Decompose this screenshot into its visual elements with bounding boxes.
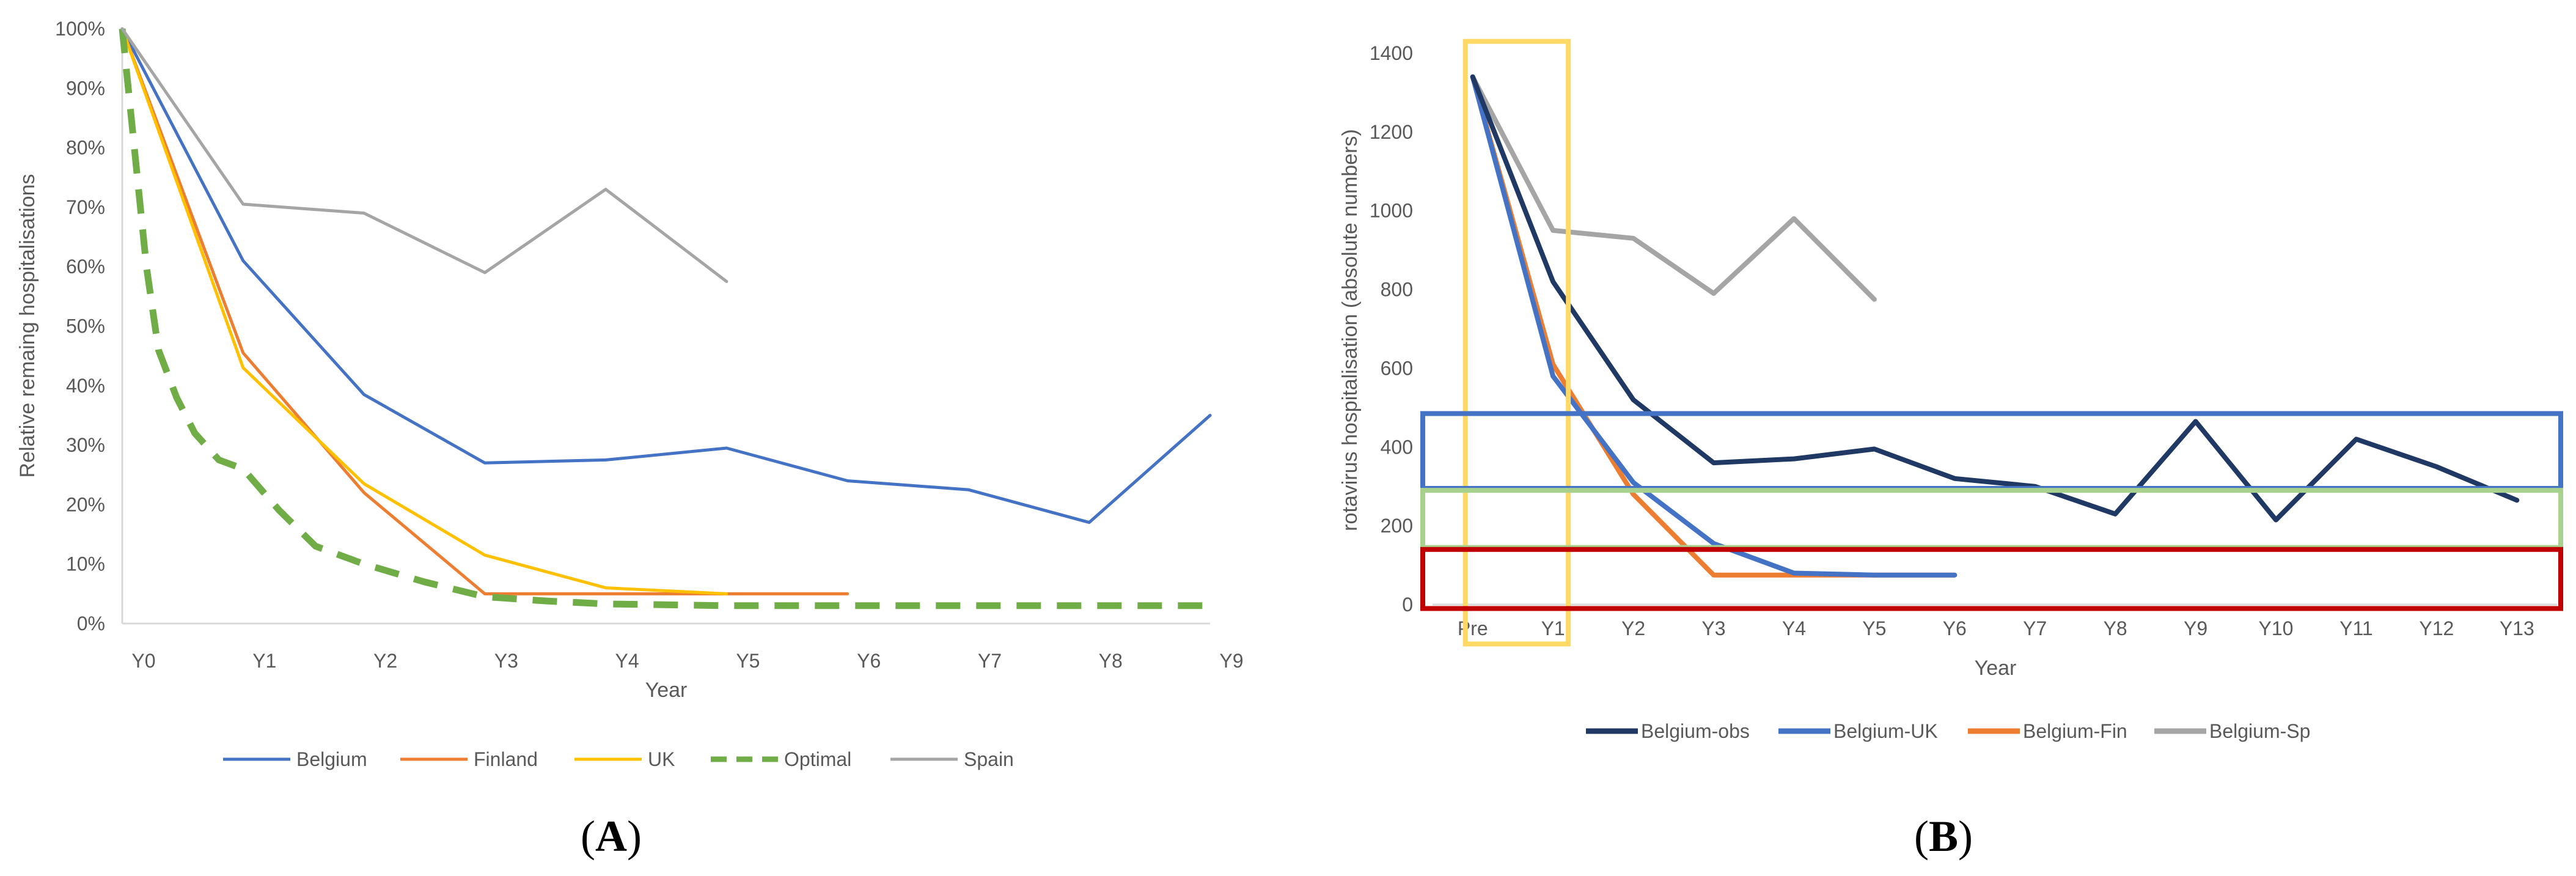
- chart-b-legend: Belgium-obs Belgium-UK Belgium-Fin Belgium-…: [1586, 720, 2310, 742]
- chart-b-y-tick-label: 1400: [1370, 42, 1413, 64]
- chart-a-x-tick-label: Y9: [1219, 650, 1243, 672]
- chart-a-x-tick-label: Y5: [736, 650, 760, 672]
- chart-a-series-line-finland: [120, 27, 849, 595]
- chart-a-series-line-belgium: [120, 27, 1212, 524]
- chart-a-x-tick-label: Y0: [131, 650, 155, 672]
- chart-b-legend-label-belgium-fin: Belgium-Fin: [2023, 720, 2127, 742]
- chart-b-series-line-belgium-fin: [1470, 74, 1958, 578]
- chart-b-legend-label-belgium-obs: Belgium-obs: [1641, 720, 1750, 742]
- chart-b-series-line-belgium-uk: [1470, 74, 1958, 578]
- chart-a-x-tick-label: Y1: [252, 650, 276, 672]
- chart-a-legend-label-optimal: Optimal: [784, 748, 851, 770]
- chart-a-y-tick-label: 30%: [66, 434, 105, 456]
- chart-b-y-tick-label: 800: [1381, 279, 1413, 301]
- chart-b-y-axis-title: rotavirus hospitalisation (absolute numb…: [1338, 129, 1362, 531]
- chart-b-x-tick-label: Y2: [1621, 617, 1645, 639]
- chart-a-legend-label-finland: Finland: [474, 748, 538, 770]
- chart-b-x-tick-label: Y5: [1862, 617, 1886, 639]
- chart-b-x-tick-label: Y6: [1943, 617, 1967, 639]
- chart-a-x-tick-label: Y3: [494, 650, 518, 672]
- chart-a-y-tick-label: 70%: [66, 196, 105, 218]
- chart-a: 0% 10% 20% 30% 40% 50% 60% 70% 80% 90% 100% Y0 Y1 Y2 Y…: [16, 18, 1244, 861]
- chart-a-series-line-optimal: [119, 28, 1210, 609]
- chart-a-x-tick-label: Y7: [978, 650, 1002, 672]
- chart-a-series: [119, 27, 1212, 609]
- chart-b-legend-label-belgium-sp: Belgium-Sp: [2209, 720, 2310, 742]
- chart-a-y-tick-label: 0%: [77, 613, 105, 635]
- chart-a-y-tick-label: 50%: [66, 315, 105, 337]
- chart-a-y-axis-title: Relative remaing hospitalisations: [16, 174, 39, 477]
- chart-b-x-tick-label: Y10: [2259, 617, 2294, 639]
- chart-a-panel-letter: A: [595, 812, 627, 861]
- chart-b-x-tick-label: Y9: [2184, 617, 2207, 639]
- chart-b-panel-letter: B: [1929, 812, 1958, 861]
- chart-b-x-tick-label: Y1: [1541, 617, 1565, 639]
- chart-a-series-line-uk: [120, 27, 728, 595]
- chart-a-x-tick-label: Y2: [373, 650, 397, 672]
- chart-a-legend-label-spain: Spain: [964, 748, 1014, 770]
- chart-a-y-tick-label: 90%: [66, 77, 105, 99]
- chart-b-y-tick-label: 0: [1402, 594, 1413, 616]
- chart-b-x-tick-label: Y12: [2419, 617, 2454, 639]
- chart-b-highlight-box-vertical-band-pre-y1: [1462, 39, 1571, 647]
- chart-a-panel-label: (A): [581, 812, 642, 861]
- chart-b-x-tick-label: Y11: [2339, 617, 2373, 639]
- chart-b-highlight-box-red-band: [1420, 547, 2563, 611]
- chart-b-y-tick-label: 600: [1381, 357, 1413, 379]
- chart-b-series: [1470, 74, 2520, 578]
- chart-a-legend-label-uk: UK: [648, 748, 675, 770]
- chart-b-x-tick-label: Y7: [2023, 617, 2047, 639]
- chart-a-y-tick-label: 20%: [66, 493, 105, 515]
- chart-b-highlight-box-green-band: [1420, 488, 2563, 550]
- chart-a-x-tick-label: Y8: [1099, 650, 1123, 672]
- chart-b-y-tick-label: 200: [1381, 515, 1413, 537]
- chart-a-x-tick-label: Y6: [857, 650, 881, 672]
- chart-a-y-tick-label: 80%: [66, 137, 105, 159]
- chart-b-highlight-boxes: [1420, 39, 2563, 647]
- chart-a-y-tick-label: 40%: [66, 375, 105, 397]
- chart-a-x-tick-label: Y4: [615, 650, 639, 672]
- chart-b-series-line-belgium-obs: [1470, 74, 2520, 523]
- chart-b-axes: 0 200 400 600 800 1000 1200 1400 Pre Y1 Y2 Y3 Y4 Y5 Y6…: [1370, 42, 2557, 639]
- chart-b-series-line-belgium-sp: [1470, 74, 1877, 302]
- chart-a-legend-label-belgium: Belgium: [296, 748, 367, 770]
- chart-a-y-tick-label: 60%: [66, 256, 105, 278]
- chart-b-y-tick-label: 1200: [1370, 121, 1413, 143]
- chart-b: 0 200 400 600 800 1000 1200 1400 Pre Y1 Y2 Y3 Y4 Y5 Y6…: [1338, 39, 2563, 861]
- chart-b-x-tick-label: Pre: [1458, 617, 1488, 639]
- chart-a-y-tick-label: 100%: [55, 18, 105, 40]
- chart-b-x-tick-label: Y8: [2104, 617, 2127, 639]
- chart-b-x-tick-label: Y4: [1782, 617, 1806, 639]
- chart-a-axes: 0% 10% 20% 30% 40% 50% 60% 70% 80% 90% 100% Y0 Y1 Y2 Y…: [55, 18, 1243, 672]
- chart-b-x-tick-label: Y13: [2500, 617, 2534, 639]
- chart-a-series-line-spain: [120, 27, 728, 283]
- chart-b-y-tick-label: 400: [1381, 436, 1413, 458]
- chart-a-x-axis-title: Year: [645, 679, 688, 702]
- chart-b-x-tick-label: Y3: [1701, 617, 1725, 639]
- chart-b-panel-label: (B): [1914, 812, 1973, 861]
- chart-a-y-tick-label: 10%: [66, 553, 105, 575]
- chart-a-legend: Belgium Finland UK Optimal Spain: [223, 748, 1014, 770]
- chart-b-legend-label-belgium-uk: Belgium-UK: [1833, 720, 1938, 742]
- chart-b-y-tick-label: 1000: [1370, 200, 1413, 222]
- chart-b-x-axis-title: Year: [1975, 657, 2017, 680]
